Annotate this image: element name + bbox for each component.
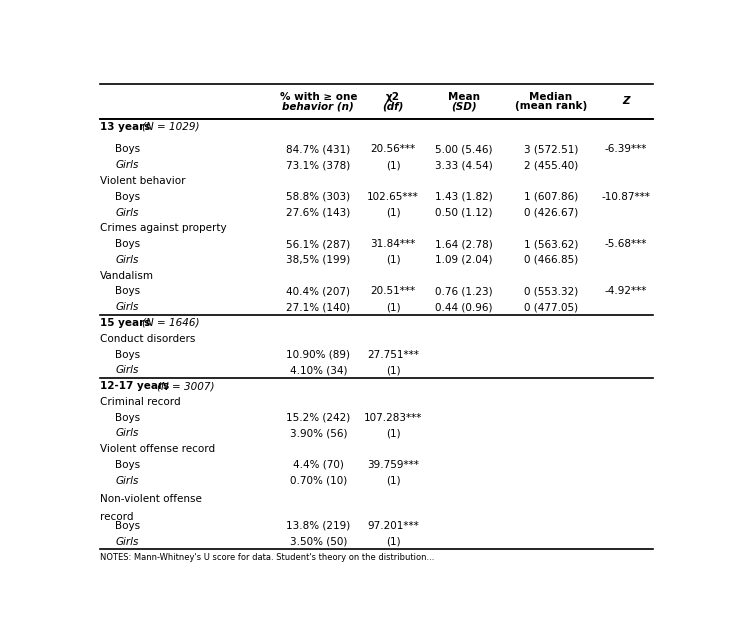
- Text: (1): (1): [386, 302, 400, 312]
- Text: 0.44 (0.96): 0.44 (0.96): [435, 302, 492, 312]
- Text: Boys: Boys: [115, 350, 140, 360]
- Text: Boys: Boys: [115, 144, 140, 154]
- Text: 4.10% (34): 4.10% (34): [289, 366, 347, 375]
- Text: χ2: χ2: [386, 91, 400, 101]
- Text: Girls: Girls: [115, 160, 139, 170]
- Text: 0.50 (1.12): 0.50 (1.12): [435, 207, 492, 218]
- Text: Mean: Mean: [448, 91, 480, 101]
- Text: 1.09 (2.04): 1.09 (2.04): [435, 255, 492, 265]
- Text: 0 (466.85): 0 (466.85): [523, 255, 578, 265]
- Text: Girls: Girls: [115, 476, 139, 486]
- Text: (df): (df): [382, 101, 404, 111]
- Text: 0.70% (10): 0.70% (10): [289, 476, 347, 486]
- Text: (SD): (SD): [451, 101, 477, 111]
- Text: record: record: [100, 512, 133, 523]
- Text: % with ≥ one: % with ≥ one: [279, 91, 357, 101]
- Text: Girls: Girls: [115, 255, 139, 265]
- Text: Violent behavior: Violent behavior: [100, 176, 185, 186]
- Text: -10.87***: -10.87***: [601, 192, 650, 202]
- Text: (N = 1029): (N = 1029): [142, 121, 200, 131]
- Text: 5.00 (5.46): 5.00 (5.46): [435, 144, 492, 154]
- Text: Boys: Boys: [115, 413, 140, 422]
- Text: 0 (553.32): 0 (553.32): [523, 286, 578, 297]
- Text: 73.1% (378): 73.1% (378): [286, 160, 351, 170]
- Text: 13 years: 13 years: [100, 121, 154, 131]
- Text: 97.201***: 97.201***: [367, 521, 419, 531]
- Text: (1): (1): [386, 476, 400, 486]
- Text: 27.1% (140): 27.1% (140): [286, 302, 351, 312]
- Text: Boys: Boys: [115, 521, 140, 531]
- Text: 39.759***: 39.759***: [367, 460, 419, 470]
- Text: 20.56***: 20.56***: [370, 144, 416, 154]
- Text: Conduct disorders: Conduct disorders: [100, 334, 195, 344]
- Text: Girls: Girls: [115, 366, 139, 375]
- Text: 12-17 years: 12-17 years: [100, 381, 173, 391]
- Text: Crimes against property: Crimes against property: [100, 223, 226, 234]
- Text: Boys: Boys: [115, 192, 140, 202]
- Text: 3 (572.51): 3 (572.51): [523, 144, 578, 154]
- Text: Boys: Boys: [115, 286, 140, 297]
- Text: -4.92***: -4.92***: [604, 286, 647, 297]
- Text: Criminal record: Criminal record: [100, 397, 180, 407]
- Text: 84.7% (431): 84.7% (431): [286, 144, 351, 154]
- Text: 56.1% (287): 56.1% (287): [286, 239, 351, 249]
- Text: 10.90% (89): 10.90% (89): [286, 350, 351, 360]
- Text: 1.43 (1.82): 1.43 (1.82): [434, 192, 493, 202]
- Text: (N = 1646): (N = 1646): [142, 318, 200, 328]
- Text: 1 (607.86): 1 (607.86): [523, 192, 578, 202]
- Text: 15.2% (242): 15.2% (242): [286, 413, 351, 422]
- Text: 3.90% (56): 3.90% (56): [289, 429, 347, 438]
- Text: Median: Median: [529, 91, 572, 101]
- Text: 15 years: 15 years: [100, 318, 154, 328]
- Text: NOTES: Mann-Whitney's U score for data. Student's theory on the distribution...: NOTES: Mann-Whitney's U score for data. …: [100, 553, 434, 562]
- Text: Z: Z: [622, 96, 629, 107]
- Text: (1): (1): [386, 429, 400, 438]
- Text: Girls: Girls: [115, 207, 139, 218]
- Text: Vandalism: Vandalism: [100, 271, 154, 281]
- Text: 3.33 (4.54): 3.33 (4.54): [434, 160, 493, 170]
- Text: 58.8% (303): 58.8% (303): [286, 192, 351, 202]
- Text: Violent offense record: Violent offense record: [100, 444, 215, 454]
- Text: Non-violent offense: Non-violent offense: [100, 494, 201, 505]
- Text: Girls: Girls: [115, 429, 139, 438]
- Text: (1): (1): [386, 160, 400, 170]
- Text: Boys: Boys: [115, 239, 140, 249]
- Text: 40.4% (207): 40.4% (207): [286, 286, 351, 297]
- Text: 27.6% (143): 27.6% (143): [286, 207, 351, 218]
- Text: -5.68***: -5.68***: [604, 239, 647, 249]
- Text: (1): (1): [386, 366, 400, 375]
- Text: Girls: Girls: [115, 537, 139, 547]
- Text: 2 (455.40): 2 (455.40): [523, 160, 578, 170]
- Text: Girls: Girls: [115, 302, 139, 312]
- Text: Boys: Boys: [115, 460, 140, 470]
- Text: 0 (477.05): 0 (477.05): [523, 302, 578, 312]
- Text: 20.51***: 20.51***: [370, 286, 416, 297]
- Text: (1): (1): [386, 537, 400, 547]
- Text: -6.39***: -6.39***: [604, 144, 647, 154]
- Text: 1.64 (2.78): 1.64 (2.78): [434, 239, 493, 249]
- Text: 27.751***: 27.751***: [367, 350, 419, 360]
- Text: (1): (1): [386, 255, 400, 265]
- Text: 13.8% (219): 13.8% (219): [286, 521, 351, 531]
- Text: 102.65***: 102.65***: [367, 192, 419, 202]
- Text: 38,5% (199): 38,5% (199): [286, 255, 351, 265]
- Text: 0 (426.67): 0 (426.67): [523, 207, 578, 218]
- Text: behavior (n): behavior (n): [282, 101, 354, 111]
- Text: 3.50% (50): 3.50% (50): [289, 537, 347, 547]
- Text: 31.84***: 31.84***: [370, 239, 416, 249]
- Text: (N = 3007): (N = 3007): [157, 381, 214, 391]
- Text: 107.283***: 107.283***: [364, 413, 422, 422]
- Text: (1): (1): [386, 207, 400, 218]
- Text: 1 (563.62): 1 (563.62): [523, 239, 578, 249]
- Text: (mean rank): (mean rank): [515, 101, 587, 111]
- Text: 4.4% (70): 4.4% (70): [293, 460, 344, 470]
- Text: 0.76 (1.23): 0.76 (1.23): [434, 286, 493, 297]
